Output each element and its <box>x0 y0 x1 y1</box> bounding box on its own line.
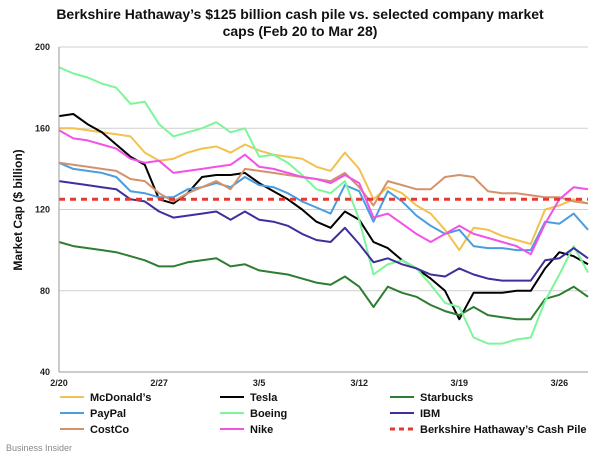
x-tick-label: 3/12 <box>350 378 368 388</box>
y-tick-label: 40 <box>40 367 50 377</box>
tick-labels: 40 80 120 160 200 2/20 2/27 3/5 3/12 3/19 3/26 <box>35 42 568 388</box>
series-line-5 <box>58 180 589 282</box>
series-line-3 <box>58 161 589 252</box>
series-line-0 <box>59 127 589 252</box>
series-line-2 <box>58 241 589 321</box>
legend-label-8: Berkshire Hathaway’s Cash Pile <box>420 424 587 436</box>
x-tick-label: 2/20 <box>50 378 68 388</box>
axes <box>58 47 588 373</box>
x-tick-label: 3/19 <box>451 378 469 388</box>
source-credit: Business Insider <box>6 443 73 453</box>
y-axis-label: Market Cap ($ billion) <box>11 149 25 270</box>
x-tick-label: 3/26 <box>551 378 569 388</box>
series-line-7 <box>58 129 589 256</box>
chart-title-line2: caps (Feb 20 to Mar 28) <box>222 23 378 39</box>
series-line-1 <box>58 113 589 321</box>
legend-label-4: Boeing <box>250 408 287 420</box>
legend-label-2: Starbucks <box>420 392 473 404</box>
legend-label-5: IBM <box>420 408 440 420</box>
legend-label-3: PayPal <box>90 408 126 420</box>
chart-title: Berkshire Hathaway’s $125 billion cash p… <box>0 6 600 40</box>
legend-label-7: Nike <box>250 424 273 436</box>
legend-label-6: CostCo <box>90 424 129 436</box>
legend-label-0: McDonald’s <box>90 392 151 404</box>
legend: McDonald’s Tesla Starbucks PayPal Boeing IBM C… <box>60 392 587 436</box>
series-line-4 <box>58 66 589 345</box>
x-tick-label: 3/5 <box>253 378 266 388</box>
series-lines <box>58 66 589 345</box>
y-tick-label: 120 <box>35 205 50 215</box>
y-tick-label: 160 <box>35 123 50 133</box>
chart-title-line1: Berkshire Hathaway’s $125 billion cash p… <box>56 6 544 22</box>
y-tick-label: 200 <box>35 42 50 52</box>
y-tick-label: 80 <box>40 286 50 296</box>
x-tick-label: 2/27 <box>150 378 168 388</box>
legend-label-1: Tesla <box>250 392 278 404</box>
